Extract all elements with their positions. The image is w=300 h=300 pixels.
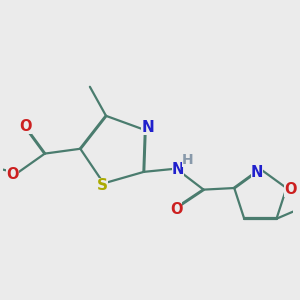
Text: H: H	[182, 153, 193, 166]
Text: S: S	[97, 178, 108, 194]
Text: O: O	[170, 202, 182, 217]
Text: O: O	[19, 119, 32, 134]
Text: O: O	[6, 167, 19, 182]
Text: N: N	[142, 120, 154, 135]
Text: N: N	[251, 165, 263, 180]
Text: O: O	[284, 182, 297, 197]
Text: N: N	[172, 162, 184, 177]
